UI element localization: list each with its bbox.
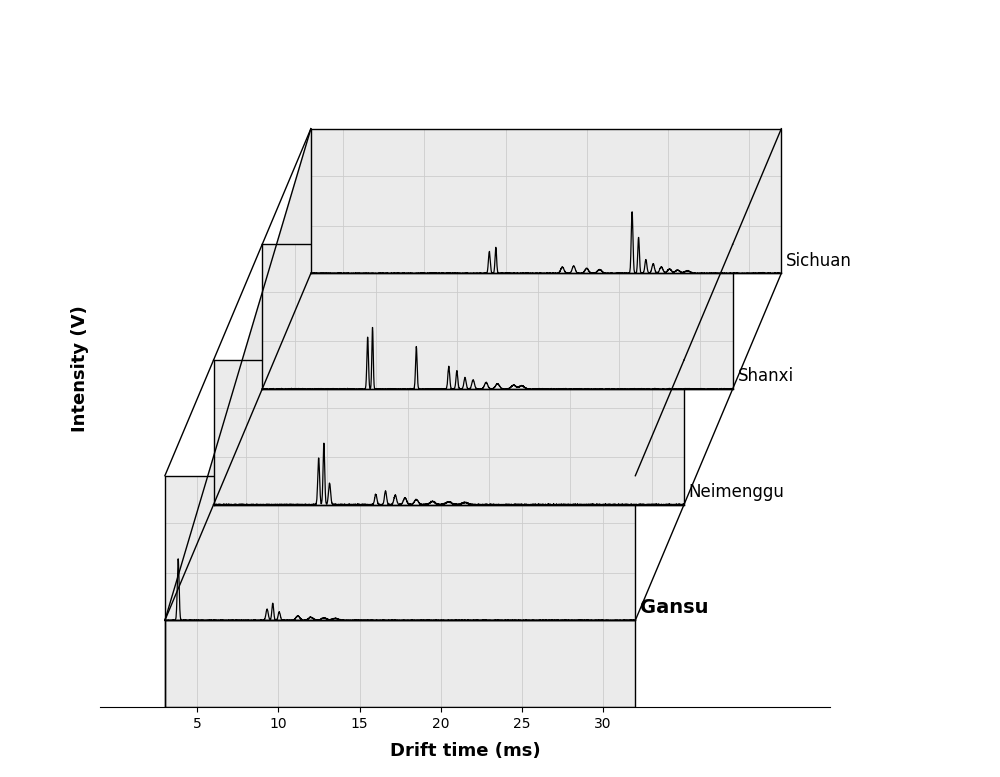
Y-axis label: Intensity (V): Intensity (V) <box>71 305 89 433</box>
Text: Gansu: Gansu <box>640 598 709 617</box>
Polygon shape <box>311 129 781 274</box>
Polygon shape <box>262 244 733 389</box>
Polygon shape <box>214 360 684 504</box>
Polygon shape <box>165 476 635 620</box>
X-axis label: Drift time (ms): Drift time (ms) <box>390 742 540 760</box>
Text: Sichuan: Sichuan <box>786 252 852 270</box>
Polygon shape <box>165 129 311 620</box>
Text: Neimenggu: Neimenggu <box>689 483 785 501</box>
Text: Shanxi: Shanxi <box>738 368 794 385</box>
Polygon shape <box>165 620 635 707</box>
